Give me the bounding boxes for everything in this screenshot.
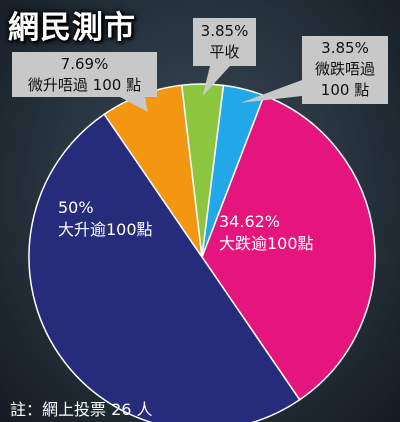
slice-big-rise	[28, 113, 301, 422]
callout-pointer-small-fall	[240, 80, 302, 103]
slice-text-big-fall: 大跌逾100點	[219, 234, 314, 253]
callout-percent-flat: 3.85%	[200, 22, 249, 40]
callout-percent-small-fall: 3.85%	[321, 39, 369, 57]
slice-percent-big-fall: 34.62%	[219, 212, 281, 231]
slice-big-fall	[201, 94, 376, 401]
callout-pointer-flat	[202, 66, 230, 96]
callout-text-small-rise: 微升唔過 100 點	[27, 76, 142, 94]
chart-title: 網民測市	[8, 10, 136, 46]
callout-text-small-fall-2: 100 點	[320, 81, 370, 99]
callout-pointer-small-rise	[120, 97, 148, 112]
callout-flat: 3.85% 平收	[193, 18, 256, 66]
slice-percent-big-rise: 50%	[58, 198, 94, 217]
callout-percent-small-rise: 7.69%	[60, 55, 109, 73]
callout-small-fall: 3.85% 微跌唔過 100 點	[302, 36, 388, 104]
callout-small-rise: 7.69% 微升唔過 100 點	[12, 52, 157, 97]
slice-label-big-rise: 50% 大升逾100點	[58, 197, 153, 241]
slice-text-big-rise: 大升逾100點	[58, 220, 153, 239]
callout-text-flat: 平收	[209, 43, 240, 61]
slice-label-big-fall: 34.62% 大跌逾100點	[219, 211, 314, 255]
callout-text-small-fall: 微跌唔過	[314, 60, 375, 78]
chart-footnote: 註：網上投票 26 人	[10, 400, 153, 419]
